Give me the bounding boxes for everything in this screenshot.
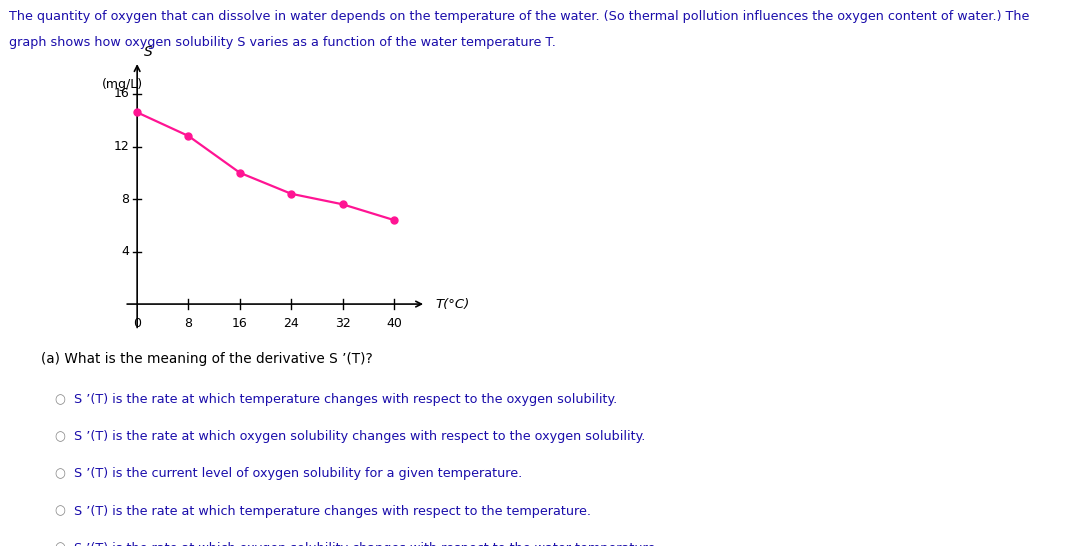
Text: 40: 40 [386, 317, 402, 330]
Text: The quantity of oxygen that can dissolve in water depends on the temperature of : The quantity of oxygen that can dissolve… [9, 10, 1029, 23]
Text: 16: 16 [114, 87, 130, 100]
Text: ○: ○ [54, 542, 65, 546]
Text: (a) What is the meaning of the derivative S ’(T)?: (a) What is the meaning of the derivativ… [41, 352, 373, 366]
Text: ○: ○ [54, 393, 65, 406]
Text: graph shows how oxygen solubility S varies as a function of the water temperatur: graph shows how oxygen solubility S vari… [9, 36, 556, 49]
Text: ○: ○ [54, 505, 65, 518]
Text: S ’(T) is the rate at which temperature changes with respect to the temperature.: S ’(T) is the rate at which temperature … [74, 505, 590, 518]
Text: 32: 32 [335, 317, 350, 330]
Text: ○: ○ [54, 430, 65, 443]
Text: S: S [144, 45, 152, 58]
Text: S ’(T) is the rate at which oxygen solubility changes with respect to the oxygen: S ’(T) is the rate at which oxygen solub… [74, 430, 645, 443]
Text: S ’(T) is the rate at which oxygen solubility changes with respect to the water : S ’(T) is the rate at which oxygen solub… [74, 542, 659, 546]
Text: 16: 16 [232, 317, 248, 330]
Text: ○: ○ [54, 467, 65, 480]
Text: S ’(T) is the current level of oxygen solubility for a given temperature.: S ’(T) is the current level of oxygen so… [74, 467, 522, 480]
Text: 8: 8 [185, 317, 192, 330]
Text: S ’(T) is the rate at which temperature changes with respect to the oxygen solub: S ’(T) is the rate at which temperature … [74, 393, 617, 406]
Text: 24: 24 [283, 317, 299, 330]
Text: T(°C): T(°C) [436, 298, 470, 311]
Text: 0: 0 [133, 317, 142, 330]
Text: 8: 8 [121, 193, 130, 205]
Text: 4: 4 [121, 245, 130, 258]
Text: 12: 12 [114, 140, 130, 153]
Text: (mg/L): (mg/L) [102, 78, 143, 91]
